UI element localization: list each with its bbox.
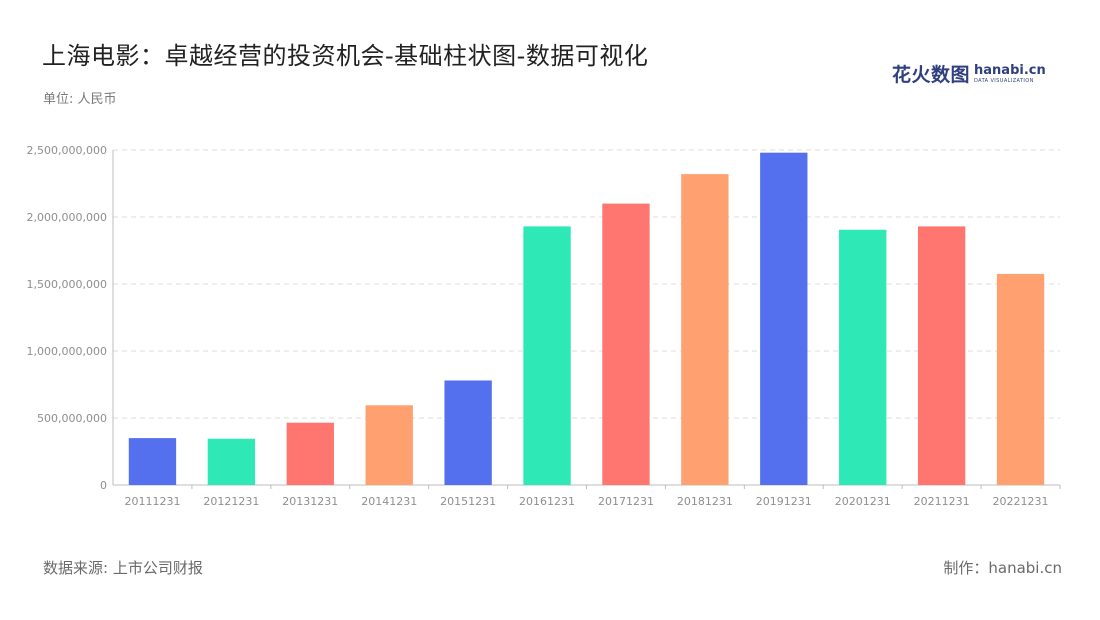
bar-20161231[interactable] [523,226,571,485]
bar-20191231[interactable] [760,152,808,485]
y-tick-label: 500,000,000 [37,412,107,425]
data-source: 数据来源: 上市公司财报 [43,559,203,577]
bar-20181231[interactable] [681,174,729,485]
bar-20211231[interactable] [917,226,966,485]
bar-20201231[interactable] [839,229,887,485]
bar-20131231[interactable] [286,422,334,485]
x-tick-label: 20131231 [282,495,338,508]
logo-cn-text: 花火数图 [892,64,971,86]
brand-logo: 花火数图 hanabi.cn DATA VISUALIZATION [892,60,1046,87]
logo-en-block: hanabi.cn DATA VISUALIZATION [974,64,1046,84]
bar-20171231[interactable] [602,203,650,485]
bar-20111231[interactable] [128,438,177,485]
x-tick-label: 20111231 [124,495,180,508]
x-tick-label: 20141231 [361,495,417,508]
bar-20151231[interactable] [444,380,492,485]
bar-20221231[interactable] [996,273,1045,485]
bar-20141231[interactable] [365,405,413,485]
y-tick-label: 0 [100,479,107,492]
x-tick-label: 20161231 [519,495,575,508]
x-tick-label: 20191231 [756,495,812,508]
unit-label: 单位: 人民币 [43,92,117,107]
x-tick-label: 20121231 [203,495,259,508]
logo-brand-text: hanabi.cn [974,62,1046,78]
y-tick-label: 2,000,000,000 [27,211,107,224]
x-tick-label: 20181231 [677,495,733,508]
y-tick-label: 1,000,000,000 [27,345,107,358]
x-tick-label: 20201231 [835,495,891,508]
x-tick-label: 20171231 [598,495,654,508]
logo-tagline: DATA VISUALIZATION [974,77,1034,84]
x-tick-label: 20221231 [993,495,1049,508]
credit: 制作：hanabi.cn [943,559,1062,577]
y-tick-label: 2,500,000,000 [27,144,107,157]
x-tick-label: 20151231 [440,495,496,508]
chart-title: 上海电影：卓越经营的投资机会-基础柱状图-数据可视化 [42,42,649,70]
bar-20121231[interactable] [207,438,256,485]
x-tick-label: 20211231 [914,495,970,508]
y-tick-label: 1,500,000,000 [27,278,107,291]
